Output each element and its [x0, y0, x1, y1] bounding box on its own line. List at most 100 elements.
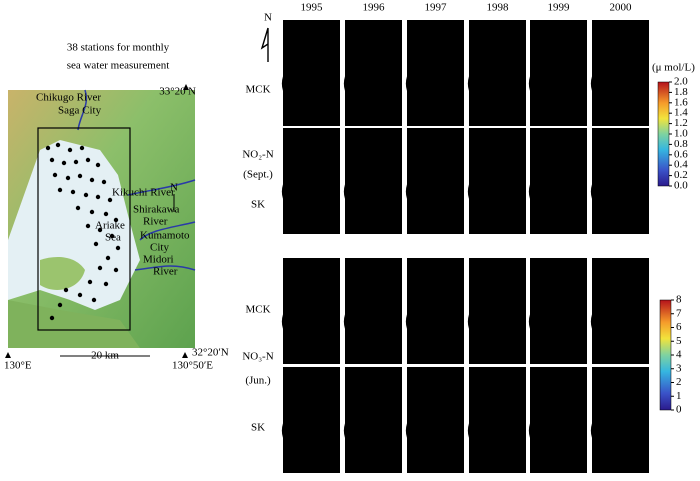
- land: [590, 412, 619, 449]
- field-patch: [298, 37, 313, 56]
- field-patch: [570, 324, 585, 356]
- label: Midori: [143, 254, 174, 266]
- land: [343, 173, 372, 210]
- field-patch: [469, 21, 492, 44]
- station: [57, 187, 63, 193]
- field-patch: [369, 306, 397, 323]
- field-patch: [543, 298, 574, 307]
- station: [89, 209, 95, 215]
- river: [134, 265, 196, 271]
- field-patch: [609, 354, 636, 364]
- field-patch: [353, 377, 381, 399]
- field-patch: [616, 162, 639, 186]
- station: [49, 315, 55, 321]
- land: [8, 300, 140, 348]
- label: N: [170, 182, 178, 194]
- field-patch: [469, 399, 488, 417]
- land: [281, 303, 310, 340]
- station: [97, 265, 103, 271]
- station: [113, 267, 119, 273]
- field-patch: [345, 367, 359, 388]
- label: Chikugo River: [36, 92, 101, 104]
- field-patch: [293, 273, 315, 305]
- field-patch: [345, 280, 353, 301]
- land: [343, 412, 372, 449]
- label: 1: [676, 390, 682, 402]
- field-patch: [551, 211, 567, 234]
- field-patch: [478, 455, 488, 469]
- field-patch: [490, 225, 503, 234]
- field-patch: [356, 161, 383, 177]
- field-patch: [427, 387, 449, 401]
- station: [55, 142, 61, 148]
- field-patch: [635, 77, 645, 106]
- station: [63, 287, 69, 293]
- field-patch: [593, 285, 622, 311]
- field-patch: [383, 216, 400, 234]
- field-patch: [371, 337, 386, 349]
- field-patch: [283, 150, 300, 181]
- station: [75, 205, 81, 211]
- colorbar: [659, 299, 672, 411]
- label: MCK: [245, 304, 270, 316]
- label: 0.4: [674, 159, 688, 171]
- land: [528, 412, 557, 449]
- field-patch: [345, 28, 366, 56]
- land: [467, 65, 496, 102]
- station: [103, 281, 109, 287]
- field-patch: [360, 106, 379, 119]
- field-patch: [390, 344, 400, 364]
- label: 4: [676, 349, 682, 361]
- field-patch: [500, 330, 516, 348]
- label: SK: [251, 199, 265, 211]
- field-patch: [607, 202, 639, 232]
- station: [95, 194, 101, 200]
- label: River: [153, 266, 178, 278]
- field-patch: [415, 38, 435, 54]
- land: [343, 303, 372, 340]
- river: [139, 221, 196, 241]
- field-patch: [622, 111, 633, 126]
- field-patch: [283, 21, 304, 35]
- land: [590, 173, 619, 210]
- label: NO₂-N: [242, 149, 273, 161]
- field-patch: [472, 367, 483, 378]
- station: [79, 145, 85, 151]
- land: [281, 173, 310, 210]
- field-patch: [317, 217, 338, 234]
- field-patch: [486, 258, 510, 274]
- field-patch: [611, 379, 629, 402]
- field-patch: [492, 304, 510, 315]
- field-patch: [358, 121, 367, 126]
- field-patch: [371, 458, 381, 473]
- map-grid: [281, 20, 649, 473]
- field-patch: [313, 388, 324, 412]
- field-patch: [530, 128, 555, 151]
- label: 1999: [548, 2, 571, 14]
- label: 1.2: [674, 117, 688, 129]
- label: (μ mol/L): [652, 62, 695, 74]
- land: [405, 65, 434, 102]
- station: [85, 157, 91, 163]
- field-patch: [592, 383, 612, 393]
- field-patch: [480, 42, 500, 66]
- field-patch: [450, 99, 462, 115]
- field-patch: [443, 386, 454, 418]
- river: [127, 179, 196, 196]
- station: [85, 223, 91, 229]
- field-patch: [472, 110, 501, 126]
- label: N: [264, 12, 272, 24]
- field-patch: [436, 214, 452, 234]
- field-patch: [434, 449, 462, 473]
- station: [83, 192, 89, 198]
- station: [107, 197, 113, 203]
- label: 1.0: [674, 128, 688, 140]
- field-patch: [530, 259, 547, 282]
- field-patch: [614, 60, 638, 81]
- station: [57, 302, 63, 308]
- field-patch: [392, 324, 400, 349]
- field-patch: [365, 421, 395, 451]
- field-patch: [475, 144, 499, 177]
- label: 3: [676, 362, 682, 374]
- label: 130°50′E: [172, 360, 213, 372]
